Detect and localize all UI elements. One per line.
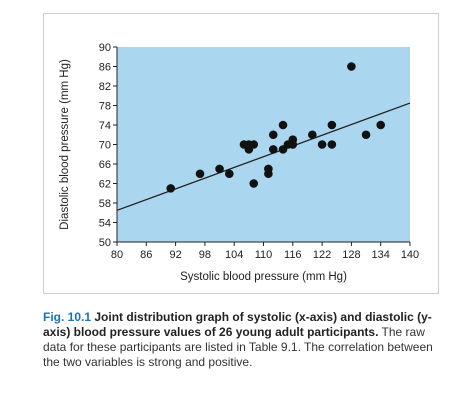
data-point <box>278 120 288 130</box>
x-tick-label: 140 <box>401 249 419 261</box>
x-tick-label: 128 <box>342 249 360 261</box>
data-point <box>347 62 356 71</box>
data-point <box>327 120 337 130</box>
x-tick-label: 104 <box>225 249 243 261</box>
data-point <box>268 145 278 154</box>
y-tick-label: 86 <box>99 62 111 74</box>
data-point <box>249 140 259 149</box>
data-point <box>166 184 176 193</box>
trend-line <box>116 102 411 211</box>
x-tick-label: 116 <box>284 249 302 261</box>
x-tick-label: 134 <box>372 249 390 261</box>
y-tick-label: 82 <box>99 81 111 93</box>
x-tick-label: 92 <box>169 249 181 261</box>
x-axis-title: Systolic blood pressure (mm Hg) <box>180 271 347 283</box>
data-point <box>268 130 278 140</box>
y-axis-title: Diastolic blood pressure (mm Hg) <box>59 59 71 230</box>
scatter-chart: 80 86 92 98 104 110 116 122 128 134 140 50 54 58 62 66 7… <box>59 42 419 283</box>
y-tick-label: 70 <box>99 140 111 152</box>
y-tick-label: 58 <box>99 198 111 210</box>
data-point <box>308 130 317 140</box>
data-point <box>215 164 224 174</box>
data-point <box>225 169 234 179</box>
data-point <box>249 179 259 188</box>
x-tick-label: 98 <box>199 249 211 261</box>
data-point <box>327 140 337 149</box>
y-tick-label: 50 <box>99 237 111 249</box>
data-point <box>288 135 298 144</box>
data-point <box>264 164 273 174</box>
data-point <box>317 140 327 149</box>
figure-frame: 80 86 92 98 104 110 116 122 128 134 140 50 54 58 62 66 7… <box>43 13 439 294</box>
figure-caption: Fig. 10.1 Joint distribution graph of sy… <box>43 310 443 370</box>
data-point <box>376 120 386 130</box>
plot-area <box>117 47 410 242</box>
caption-text: The raw data for these participants are … <box>43 325 433 369</box>
y-tick-label: 74 <box>99 120 111 132</box>
caption-bold-text: Joint distribution graph of systolic (x-… <box>43 310 432 339</box>
data-point <box>195 169 205 179</box>
y-tick-label: 90 <box>99 42 111 54</box>
figure-label: Fig. 10.1 <box>43 310 92 324</box>
y-tick-label: 62 <box>99 179 111 191</box>
x-tick-label: 80 <box>111 249 123 261</box>
x-tick-label: 122 <box>313 249 331 261</box>
y-tick-label: 78 <box>99 101 111 113</box>
data-point <box>361 130 371 140</box>
x-tick-label: 86 <box>140 249 152 261</box>
x-tick-label: 110 <box>255 249 273 261</box>
y-tick-label: 54 <box>99 218 111 230</box>
y-tick-label: 66 <box>99 159 111 171</box>
